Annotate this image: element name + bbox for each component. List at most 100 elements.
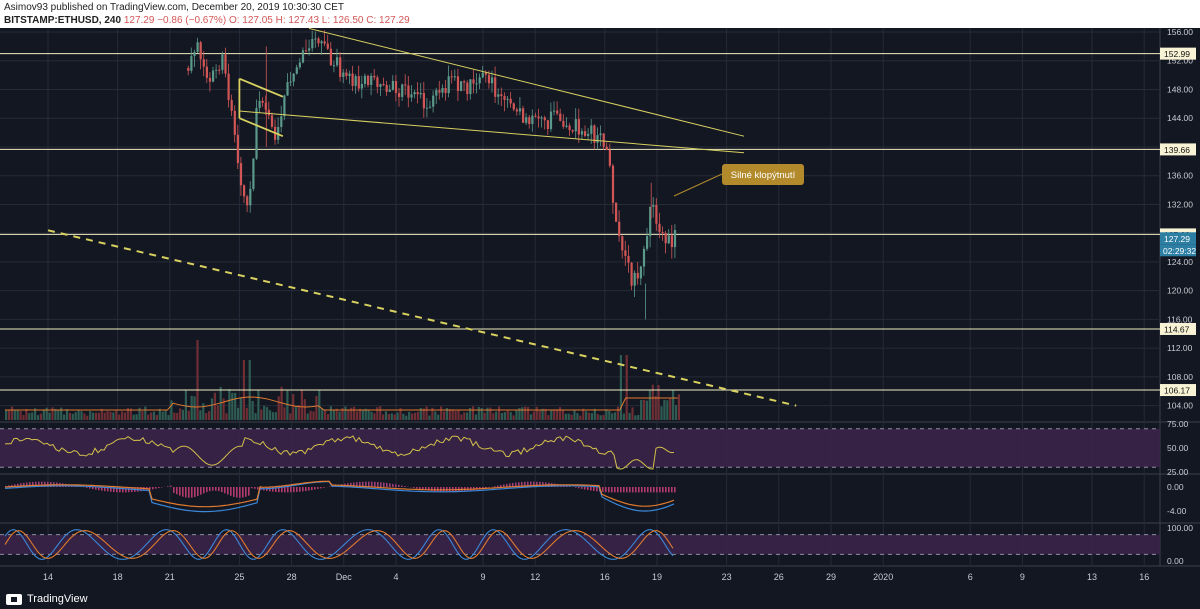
volume-bar xyxy=(590,413,593,420)
macd-histogram-bar xyxy=(566,485,568,487)
volume-bar xyxy=(666,400,669,420)
macd-histogram-bar xyxy=(95,487,97,490)
volume-bar xyxy=(561,410,564,420)
macd-histogram-bar xyxy=(167,486,169,487)
volume-bar xyxy=(167,415,170,420)
macd-histogram-bar xyxy=(644,487,646,493)
macd-histogram-bar xyxy=(98,487,100,491)
volume-bar xyxy=(45,407,48,420)
rsi-line xyxy=(4,435,675,470)
x-tick-label: 12 xyxy=(530,572,540,582)
level-price-label: 139.66 xyxy=(1164,145,1190,155)
macd-histogram-bar xyxy=(215,487,217,491)
volume-bar xyxy=(161,411,164,420)
volume-bar xyxy=(179,408,182,420)
candle-body xyxy=(410,94,413,98)
macd-histogram-bar xyxy=(179,487,181,496)
x-tick-label: 29 xyxy=(826,572,836,582)
volume-bar xyxy=(637,414,640,420)
volume-bar xyxy=(567,413,570,420)
macd-histogram-bar xyxy=(380,482,382,487)
volume-bar xyxy=(164,410,167,420)
candle-body xyxy=(320,41,323,44)
macd-histogram-bar xyxy=(482,487,484,489)
y-tick-label: 112.00 xyxy=(1167,343,1193,353)
volume-bar xyxy=(19,411,22,420)
candle-body xyxy=(202,59,205,67)
candle-body xyxy=(540,117,543,119)
candle-body xyxy=(580,131,584,135)
macd-histogram-bar xyxy=(401,485,403,487)
candle-body xyxy=(264,102,267,110)
volume-bar xyxy=(7,410,11,420)
macd-histogram-bar xyxy=(101,487,103,491)
macd-histogram-bar xyxy=(392,483,394,487)
macd-histogram-bar xyxy=(575,487,577,488)
volume-bar xyxy=(457,410,460,420)
volume-bar xyxy=(152,411,156,420)
volume-bar xyxy=(132,414,135,420)
volume-bar xyxy=(109,411,112,420)
macd-histogram-bar xyxy=(212,487,214,491)
macd-histogram-bar xyxy=(386,482,388,487)
volume-bar xyxy=(141,411,144,420)
volume-bar xyxy=(260,409,263,420)
candle-body xyxy=(429,106,432,108)
volume-bar xyxy=(529,414,533,420)
last-price: 127.29 xyxy=(123,15,155,26)
volume-bar xyxy=(138,407,141,420)
volume-bar xyxy=(68,412,71,420)
volume-bar xyxy=(199,410,202,420)
candle-body xyxy=(305,50,308,52)
macd-histogram-bar xyxy=(230,487,232,496)
macd-histogram-bar xyxy=(233,487,235,497)
volume-bar xyxy=(602,414,605,420)
x-tick-label: 21 xyxy=(165,572,175,582)
volume-bar xyxy=(538,410,541,420)
volume-bar xyxy=(54,408,57,420)
volume-bar xyxy=(634,415,637,420)
candle-body xyxy=(553,110,556,112)
macd-histogram-bar xyxy=(431,487,433,492)
macd-histogram-bar xyxy=(608,487,610,493)
macd-histogram-bar xyxy=(374,481,376,487)
macd-histogram-bar xyxy=(272,487,274,492)
volume-bar xyxy=(332,409,335,420)
volume-bar xyxy=(390,413,393,420)
volume-bar xyxy=(587,412,591,420)
candle-body xyxy=(379,84,382,87)
y-tick-label: 136.00 xyxy=(1167,171,1193,181)
level-price-label: 106.17 xyxy=(1164,386,1190,396)
x-tick-label: 28 xyxy=(287,572,297,582)
macd-histogram-bar xyxy=(356,482,358,487)
candle-body xyxy=(336,57,339,66)
volume-bar xyxy=(553,409,556,420)
volume-bar xyxy=(31,412,34,420)
volume-bar xyxy=(498,406,501,420)
volume-bar xyxy=(521,407,524,420)
volume-bar xyxy=(677,394,680,420)
candle-body xyxy=(469,79,472,95)
macd-histogram-bar xyxy=(104,487,106,492)
macd-histogram-bar xyxy=(656,487,658,493)
macd-histogram-bar xyxy=(158,487,160,489)
macd-histogram-bar xyxy=(518,482,520,487)
y-tick-label: 120.00 xyxy=(1167,286,1193,296)
volume-bar xyxy=(393,414,396,420)
macd-histogram-bar xyxy=(242,487,244,498)
candle-body xyxy=(518,108,522,112)
candle-body xyxy=(413,92,416,95)
volume-bar xyxy=(173,412,176,420)
candle-body xyxy=(525,117,528,123)
macd-histogram-bar xyxy=(479,487,481,490)
volume-bar xyxy=(582,408,585,420)
macd-histogram-bar xyxy=(425,487,427,491)
volume-bar xyxy=(321,408,324,420)
volume-bar xyxy=(94,412,98,420)
macd-histogram-bar xyxy=(638,487,640,493)
volume-bar xyxy=(564,413,567,420)
price-chart[interactable]: 14 18 21 25 28 Dec 4 9 12 16 19 23 26 29 2020 6 9 13 16 156… xyxy=(0,28,1200,609)
macd-histogram-bar xyxy=(239,487,241,498)
tradingview-brand[interactable]: TradingView xyxy=(6,593,88,605)
macd-histogram-bar xyxy=(113,487,115,493)
